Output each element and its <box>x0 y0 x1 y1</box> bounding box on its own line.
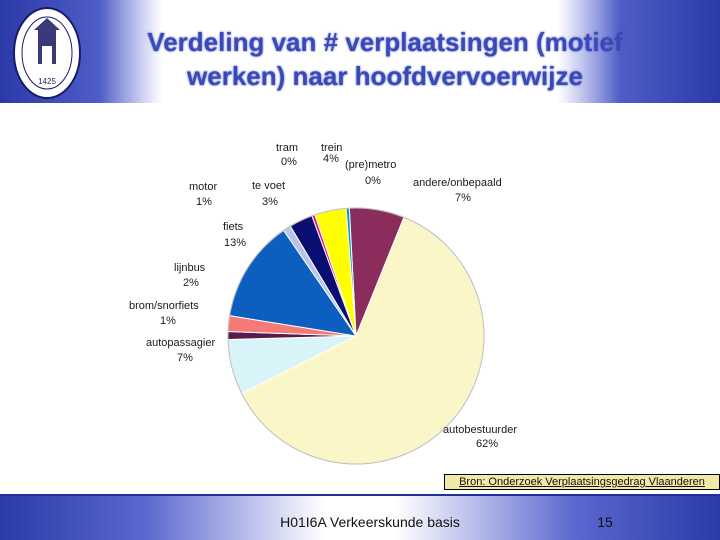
pct-autopassagier: 7% <box>177 352 193 364</box>
seal-year: 1425 <box>38 77 56 86</box>
pct-trein: 4% <box>323 153 339 165</box>
pct-andere: 7% <box>455 192 471 204</box>
pct-premetro: 0% <box>365 175 381 187</box>
pie-outline <box>227 207 485 465</box>
pct-lijnbus: 2% <box>183 277 199 289</box>
label-autobestuurder: autobestuurder <box>443 424 517 436</box>
label-brom: brom/snorfiets <box>129 300 199 312</box>
pct-tram: 0% <box>281 156 297 168</box>
title-banner-highlight <box>100 0 620 103</box>
source-note: Bron: Onderzoek Verplaatsingsgedrag Vlaa… <box>444 474 720 490</box>
pct-motor: 1% <box>196 196 212 208</box>
slide-title: Verdeling van # verplaatsingen (motief w… <box>90 25 680 93</box>
course-name: H01I6A Verkeerskunde basis <box>280 514 460 530</box>
pct-fiets: 13% <box>224 237 246 249</box>
pie-slices <box>227 207 485 465</box>
label-tram: tram <box>276 142 298 154</box>
label-premetro: (pre)metro <box>345 159 396 171</box>
page-number: 15 <box>597 514 613 530</box>
pct-brom: 1% <box>160 315 176 327</box>
footer-divider <box>0 494 720 496</box>
pct-te-voet: 3% <box>262 196 278 208</box>
label-trein: trein <box>321 142 342 154</box>
university-seal-icon: 1425 <box>13 7 81 99</box>
title-line-1: Verdeling van # verplaatsingen (motief <box>147 27 623 57</box>
label-fiets: fiets <box>223 221 244 233</box>
label-motor: motor <box>189 181 217 193</box>
label-autopassagier: autopassagier <box>146 337 215 349</box>
pie-labels: tram 0% trein 4% (pre)metro 0% andere/on… <box>129 142 517 450</box>
label-te-voet: te voet <box>252 180 285 192</box>
footer-bar <box>0 496 720 540</box>
label-andere: andere/onbepaald <box>413 177 502 189</box>
title-line-2: werken) naar hoofdvervoerwijze <box>187 61 583 91</box>
label-lijnbus: lijnbus <box>174 262 206 274</box>
pct-autobestuurder: 62% <box>476 438 498 450</box>
